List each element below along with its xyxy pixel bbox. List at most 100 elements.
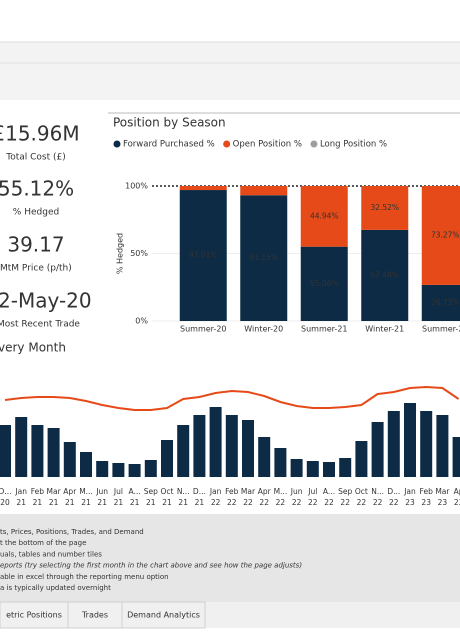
x-tick-label: Feb	[225, 487, 239, 496]
bar	[436, 415, 449, 477]
bar	[387, 411, 400, 477]
bar	[404, 403, 416, 477]
chart-title: Position by Season	[113, 116, 226, 130]
x-tick-label: 21	[114, 498, 124, 507]
bar	[242, 420, 254, 477]
top-bar	[0, 0, 460, 42]
x-tick-label: 23	[405, 498, 415, 507]
bar	[80, 452, 92, 477]
kpi-label: Total Cost (£)	[5, 153, 66, 163]
bar	[371, 422, 384, 477]
bar	[63, 442, 76, 477]
x-tick-label: 21	[130, 498, 140, 507]
tab-label[interactable]: Trades	[81, 611, 108, 620]
x-tick-label: Jan	[209, 487, 222, 496]
bar	[290, 459, 303, 477]
note-line: a is typically updated overnight	[0, 584, 111, 592]
kpi-label: % Hedged	[13, 208, 59, 218]
kpi-value: £15.96M	[0, 122, 80, 146]
x-tick-label: Mar	[241, 487, 256, 496]
x-tick-label: 22	[276, 498, 286, 507]
x-tick-label: 22	[292, 498, 302, 507]
x-tick-label: Summer-21	[301, 325, 348, 334]
bar-segment	[361, 229, 409, 321]
x-tick-label: Jul	[307, 487, 317, 496]
legend-label: Open Position %	[233, 140, 302, 150]
data-label: 73.27%	[431, 230, 460, 239]
x-tick-label: 22	[211, 498, 221, 507]
x-tick-label: N...	[177, 487, 190, 496]
bar-segment	[179, 190, 227, 321]
x-tick-label: D...	[0, 487, 11, 496]
x-tick-label: A...	[129, 487, 141, 496]
bar	[306, 461, 319, 477]
x-tick-label: Summer-20	[180, 325, 227, 334]
kpi-label: MtM Price (p/th)	[0, 264, 72, 274]
bar	[258, 437, 271, 477]
note-line: eports (try selecting the first month in…	[0, 562, 302, 570]
x-tick-label: Apr	[258, 487, 272, 496]
note-line: uals, tables and number tiles	[0, 550, 102, 558]
note-line: t the bottom of the page	[0, 539, 86, 547]
bar	[96, 461, 109, 477]
x-tick-label: Apr	[63, 487, 77, 496]
x-tick-label: 21	[162, 498, 172, 507]
bar	[0, 425, 11, 477]
chart-title: very Month	[0, 341, 66, 355]
x-tick-label: 22	[243, 498, 253, 507]
data-label: 55.06%	[310, 279, 339, 288]
bar	[355, 441, 368, 477]
bar-segment	[179, 186, 227, 191]
x-tick-label: 22	[340, 498, 350, 507]
bar	[177, 425, 190, 477]
tab-label[interactable]: etric Positions	[6, 611, 62, 620]
bar-segment	[240, 186, 288, 196]
bar	[452, 437, 460, 477]
bar	[339, 458, 352, 477]
tab[interactable]	[0, 601, 69, 629]
x-tick-label: 21	[97, 498, 107, 507]
notes-panel	[0, 514, 460, 602]
kpi-value: 55.12%	[0, 177, 74, 201]
y-tick-label: 50%	[130, 249, 148, 258]
x-tick-label: 21	[49, 498, 59, 507]
x-tick-label: Jan	[403, 487, 416, 496]
x-tick-label: 20	[0, 498, 10, 507]
x-tick-label: Feb	[420, 487, 434, 496]
kpi-value: 2-May-20	[0, 289, 92, 313]
bar-segment	[300, 246, 348, 321]
bar	[144, 460, 157, 477]
x-tick-label: N...	[371, 487, 384, 496]
x-tick-label: 21	[65, 498, 75, 507]
tab-label[interactable]: Demand Analytics	[127, 611, 200, 620]
tab[interactable]	[121, 601, 206, 629]
bar	[31, 425, 44, 477]
legend-dot	[223, 140, 231, 148]
legend-dot	[310, 140, 318, 148]
x-tick-label: 21	[81, 498, 91, 507]
x-tick-label: Mar	[47, 487, 62, 496]
x-tick-label: Jun	[290, 487, 303, 496]
bar-segment	[300, 186, 348, 247]
x-tick-label: Feb	[31, 487, 45, 496]
x-tick-label: 22	[227, 498, 237, 507]
content: £15.96M Total Cost (£) 55.12% % Hedged 39.17…	[0, 116, 460, 629]
data-label: 93.15%	[249, 253, 278, 262]
kpi-label: Most Recent Trade	[0, 320, 80, 330]
x-tick-label: 22	[324, 498, 334, 507]
bar	[47, 428, 60, 477]
data-label: 44.94%	[310, 211, 339, 220]
bar-segment	[421, 284, 460, 321]
x-tick-label: Jan	[14, 487, 27, 496]
data-label: 26.73%	[431, 298, 460, 307]
x-tick-label: 22	[389, 498, 399, 507]
legend-dot	[113, 140, 121, 148]
bar	[323, 462, 335, 477]
x-tick-label: Sep	[144, 487, 158, 496]
x-tick-label: Winter-20	[244, 325, 283, 334]
toolbar-band	[0, 42, 460, 100]
bar	[112, 463, 125, 477]
bar-segment	[421, 186, 460, 285]
bar-segment	[240, 195, 288, 321]
x-tick-label: Oct	[161, 487, 174, 496]
